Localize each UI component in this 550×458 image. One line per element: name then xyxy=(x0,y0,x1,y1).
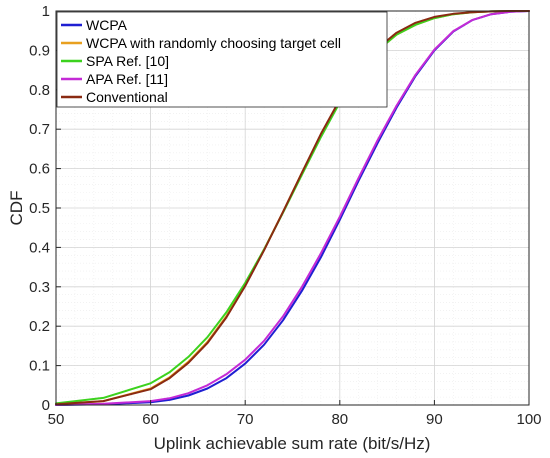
x-tick-label: 90 xyxy=(426,411,443,428)
y-tick-label: 0.2 xyxy=(29,318,50,335)
series-line-3 xyxy=(55,10,530,406)
x-axis-title: Uplink achievable sum rate (bit/s/Hz) xyxy=(154,434,431,453)
y-tick-label: 0.1 xyxy=(29,358,50,375)
x-tick-label: 100 xyxy=(516,411,541,428)
y-tick-label: 0.5 xyxy=(29,200,50,217)
y-tick-label: 1 xyxy=(42,3,50,20)
y-tick-label: 0.7 xyxy=(29,121,50,138)
y-tick-label: 0.3 xyxy=(29,279,50,296)
x-axis-ticks: 50 60 70 80 90 100 xyxy=(48,400,542,428)
legend-box xyxy=(56,11,388,108)
x-tick-label: 80 xyxy=(331,411,348,428)
y-tick-label: 0.4 xyxy=(29,239,50,256)
x-tick-label: 70 xyxy=(237,411,254,428)
y-tick-label: 0.8 xyxy=(29,82,50,99)
x-tick-label: 50 xyxy=(48,411,65,428)
legend-label-3: APA Ref. [11] xyxy=(86,71,168,87)
series-line-4 xyxy=(55,10,530,406)
y-tick-label: 0.6 xyxy=(29,161,50,178)
y-axis-ticks: 0 0.1 0.2 0.3 0.4 0.5 0.6 0.7 0.8 0.9 1 xyxy=(29,3,61,414)
y-tick-label: 0 xyxy=(42,397,50,414)
y-axis-title: CDF xyxy=(7,191,26,226)
x-tick-label: 60 xyxy=(142,411,159,428)
legend-label-4: Conventional xyxy=(86,89,168,105)
legend-label-2: SPA Ref. [10] xyxy=(86,53,169,69)
legend: WCPA WCPA with randomly choosing target c… xyxy=(56,11,388,108)
legend-label-1: WCPA with randomly choosing target cell xyxy=(86,35,341,51)
series-layer xyxy=(55,10,530,406)
y-tick-label: 0.9 xyxy=(29,42,50,59)
legend-label-0: WCPA xyxy=(86,17,128,33)
